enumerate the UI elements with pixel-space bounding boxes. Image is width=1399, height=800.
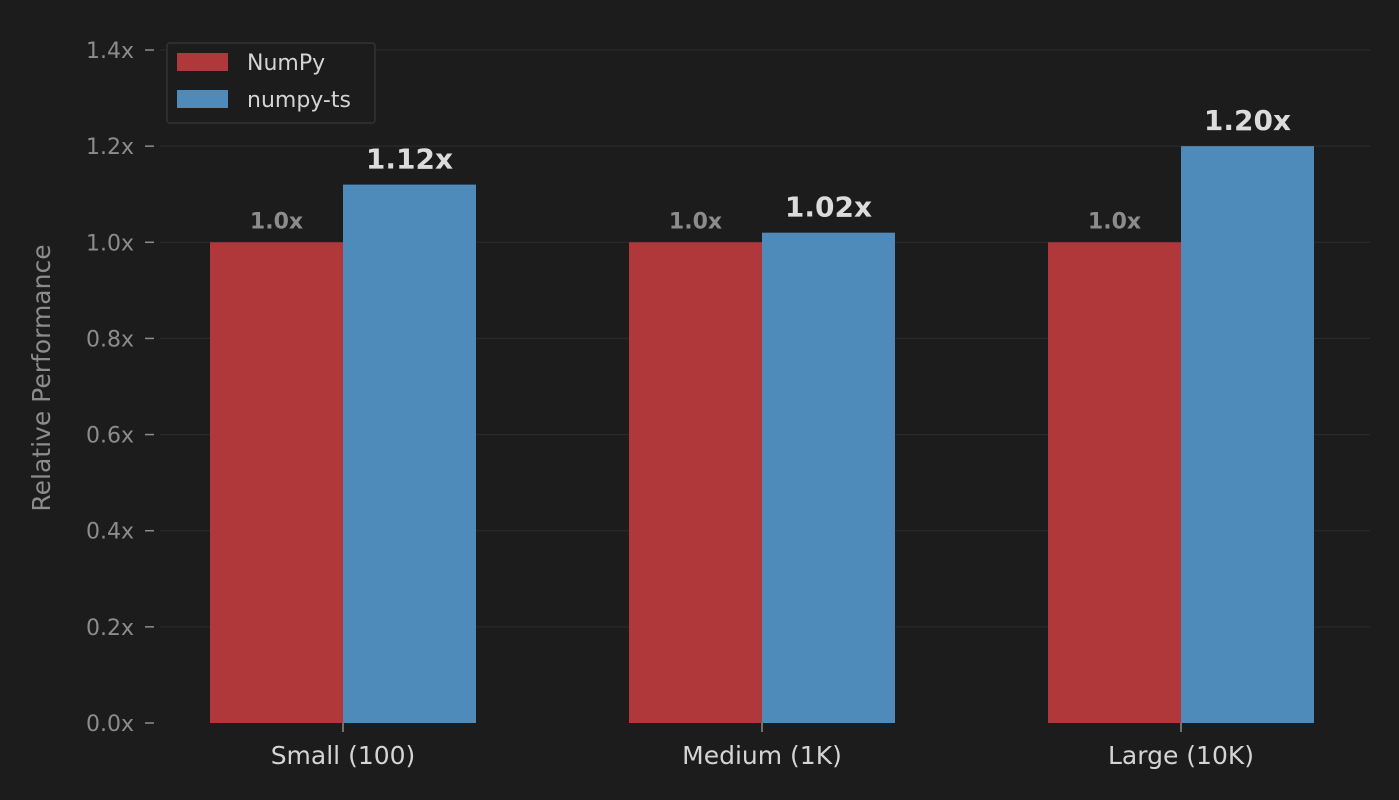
legend-swatch bbox=[177, 90, 228, 108]
y-tick-label: 0.2x bbox=[86, 616, 134, 641]
bar-value-label: 1.12x bbox=[366, 143, 453, 176]
bar-value-label: 1.20x bbox=[1204, 104, 1291, 137]
bar-numpy-ts bbox=[1181, 146, 1314, 724]
legend-swatch bbox=[177, 53, 228, 71]
x-tick-label: Small (100) bbox=[271, 741, 416, 770]
bars: 1.0x 1.12x 1.0x 1.02x 1.0x 1.20x bbox=[210, 104, 1314, 724]
bar-numpy bbox=[210, 242, 343, 724]
x-axis: Small (100) Medium (1K) Large (10K) bbox=[271, 723, 1254, 770]
y-axis: 0.0x 0.2x 0.4x 0.6x 0.8x 1.0x 1.2x 1.4x bbox=[86, 39, 154, 737]
bar-value-label: 1.0x bbox=[1088, 209, 1141, 234]
bar-value-label: 1.02x bbox=[785, 191, 872, 224]
bar-value-label: 1.0x bbox=[669, 209, 722, 234]
legend-entry-label: numpy-ts bbox=[247, 88, 351, 113]
bar-numpy-ts bbox=[762, 232, 895, 723]
bar-numpy bbox=[629, 242, 762, 724]
legend: NumPy numpy-ts bbox=[166, 42, 376, 124]
y-tick-label: 1.0x bbox=[86, 231, 134, 256]
y-tick-label: 1.4x bbox=[86, 39, 134, 64]
legend-entry-label: NumPy bbox=[247, 51, 325, 76]
x-tick-label: Large (10K) bbox=[1108, 741, 1254, 770]
y-tick-label: 0.6x bbox=[86, 424, 134, 449]
bar-numpy bbox=[1048, 242, 1181, 724]
x-tick-label: Medium (1K) bbox=[682, 741, 842, 770]
bar-numpy-ts bbox=[343, 184, 476, 724]
y-tick-label: 0.0x bbox=[86, 712, 134, 737]
y-tick-label: 0.4x bbox=[86, 520, 134, 545]
y-tick-label: 0.8x bbox=[86, 327, 134, 352]
bar-value-label: 1.0x bbox=[250, 209, 303, 234]
y-axis-label: Relative Performance bbox=[27, 244, 56, 511]
y-tick-label: 1.2x bbox=[86, 135, 134, 160]
